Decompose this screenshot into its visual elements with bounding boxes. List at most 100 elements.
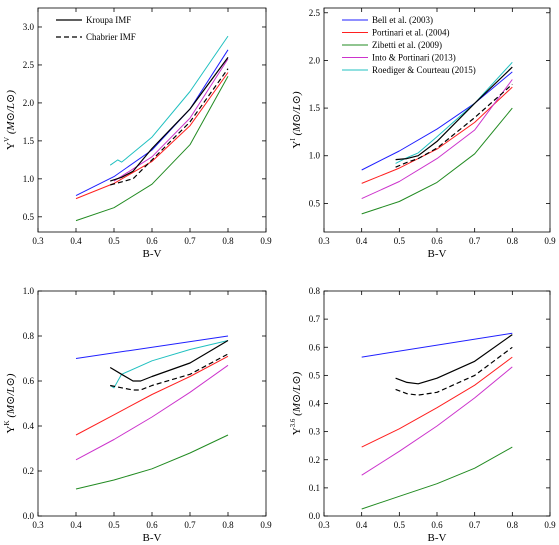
series-line-1 [361, 356, 513, 448]
series-line-0 [75, 335, 229, 359]
series-line-0 [75, 49, 229, 197]
legend-label: Roediger & Courteau (2015) [372, 65, 476, 75]
y-tick-label: 0.0 [309, 511, 321, 521]
x-tick-label: 0.9 [260, 236, 272, 246]
x-tick-label: 0.7 [469, 520, 481, 530]
x-tick-label: 0.8 [222, 520, 234, 530]
x-tick-label: 0.6 [146, 520, 158, 530]
y-tick-label: 0.2 [23, 466, 34, 476]
y-tick-label: 1.0 [23, 286, 35, 296]
panel-k-band: 0.3 0.4 0.5 0.6 0.7 0.8 0.9 0.0 0.2 0.4 0.6 0.8 1.0 B… [3, 286, 272, 544]
y-tick-label: 1.0 [309, 151, 321, 161]
y-tick-label: 2.5 [309, 8, 321, 18]
plot-frame [37, 290, 267, 517]
y-tick-label: 3.0 [23, 22, 35, 32]
y-axis-label: ΥK (M⊙/L⊙) [3, 373, 17, 433]
x-tick-label: 0.4 [356, 236, 368, 246]
x-tick-label: 0.4 [356, 520, 368, 530]
x-tick-label: 0.7 [469, 236, 481, 246]
y-tick-label: 0.4 [309, 399, 321, 409]
x-tick-label: 0.7 [184, 236, 196, 246]
x-tick-label: 0.9 [544, 236, 556, 246]
x-tick-label: 0.6 [431, 236, 443, 246]
x-tick-label: 0.6 [431, 520, 443, 530]
x-axis-label: B-V [143, 248, 162, 260]
legend-label: Portinari et al. (2004) [372, 28, 449, 38]
series-line-3 [361, 79, 513, 200]
y-tick-label: 2.5 [23, 60, 35, 70]
y-tick-label: 0.1 [309, 483, 320, 493]
series-line-0 [361, 332, 513, 358]
series-line-6 [110, 68, 229, 186]
x-tick-label: 0.5 [394, 520, 406, 530]
x-tick-label: 0.8 [222, 236, 234, 246]
y-tick-label: 0.0 [23, 511, 35, 521]
y-tick-label: 0.4 [23, 421, 35, 431]
x-tick-label: 0.9 [260, 520, 272, 530]
x-tick-label: 0.5 [394, 236, 406, 246]
y-tick-label: 1.5 [309, 103, 321, 113]
y-tick-label: 1.5 [23, 136, 35, 146]
series-line-6 [395, 83, 513, 168]
panel-3p6-band: 0.3 0.4 0.5 0.6 0.7 0.8 0.9 0.0 0.1 0.2 0.3 0.4 0.5 0… [289, 286, 556, 544]
y-tick-label: 0.8 [23, 331, 35, 341]
x-tick-label: 0.9 [544, 520, 556, 530]
y-tick-label: 1.0 [23, 174, 35, 184]
series-line-4 [395, 334, 513, 385]
x-tick-label: 0.7 [184, 520, 196, 530]
y-axis-label: Υ3.6 (M⊙/L⊙) [289, 371, 303, 435]
x-axis-label: B-V [143, 532, 162, 544]
x-tick-label: 0.5 [108, 236, 120, 246]
y-tick-label: 0.7 [309, 314, 321, 324]
series-line-2 [75, 434, 229, 490]
y-tick-label: 0.6 [23, 376, 35, 386]
panel-v-band: 0.3 0.4 0.5 0.6 0.7 0.8 0.9 0.5 1.0 1.5 2.0 2.5 3.0 B… [3, 7, 272, 260]
x-tick-label: 0.4 [70, 520, 82, 530]
series-line-4 [109, 35, 229, 166]
x-tick-label: 0.6 [146, 236, 158, 246]
x-tick-label: 0.3 [318, 520, 330, 530]
plot-frame [323, 290, 551, 517]
legend-label: Bell et al. (2003) [372, 15, 433, 25]
x-tick-label: 0.3 [32, 236, 44, 246]
x-axis-label: B-V [428, 532, 447, 544]
y-tick-label: 0.2 [309, 455, 320, 465]
series-line-5 [109, 339, 229, 382]
x-tick-label: 0.8 [507, 520, 519, 530]
series-line-3 [361, 366, 513, 476]
x-tick-label: 0.5 [108, 520, 120, 530]
y-tick-label: 0.3 [309, 427, 321, 437]
series-line-6 [110, 353, 229, 391]
series-line-5 [395, 66, 513, 161]
series-line-3 [75, 364, 229, 461]
y-axis-label: ΥI (M⊙/L⊙) [289, 91, 303, 148]
y-tick-label: 0.6 [309, 342, 321, 352]
legend-label: Kroupa IMF [86, 15, 131, 25]
series-line-0 [361, 71, 513, 171]
y-tick-label: 0.8 [309, 286, 321, 296]
y-tick-label: 2.0 [309, 55, 321, 65]
legend-label: Into & Portinari (2013) [372, 53, 456, 63]
plot-frame [37, 7, 267, 233]
series-line-1 [75, 355, 229, 436]
y-tick-label: 2.0 [23, 98, 35, 108]
y-tick-label: 0.5 [309, 370, 321, 380]
series-line-1 [361, 86, 513, 184]
legend-label: Chabrier IMF [86, 32, 136, 42]
panel-i-band: 0.3 0.4 0.5 0.6 0.7 0.8 0.9 0.5 1.0 1.5 2.0 2.5 B-V Υ… [289, 7, 556, 260]
x-axis-label: B-V [428, 248, 447, 260]
y-tick-label: 0.5 [23, 212, 35, 222]
y-axis-label: ΥV (M⊙/L⊙) [3, 90, 17, 150]
x-tick-label: 0.8 [507, 236, 519, 246]
y-tick-label: 0.5 [309, 198, 321, 208]
series-line-2 [75, 76, 229, 222]
x-tick-label: 0.4 [70, 236, 82, 246]
series-line-4 [395, 61, 513, 164]
x-tick-label: 0.3 [32, 520, 44, 530]
series-line-2 [361, 446, 513, 510]
series-line-3 [113, 58, 229, 182]
series-line-2 [361, 107, 513, 215]
x-tick-label: 0.3 [318, 236, 330, 246]
series-line-1 [75, 72, 229, 200]
legend-label: Zibetti et al. (2009) [372, 40, 442, 50]
